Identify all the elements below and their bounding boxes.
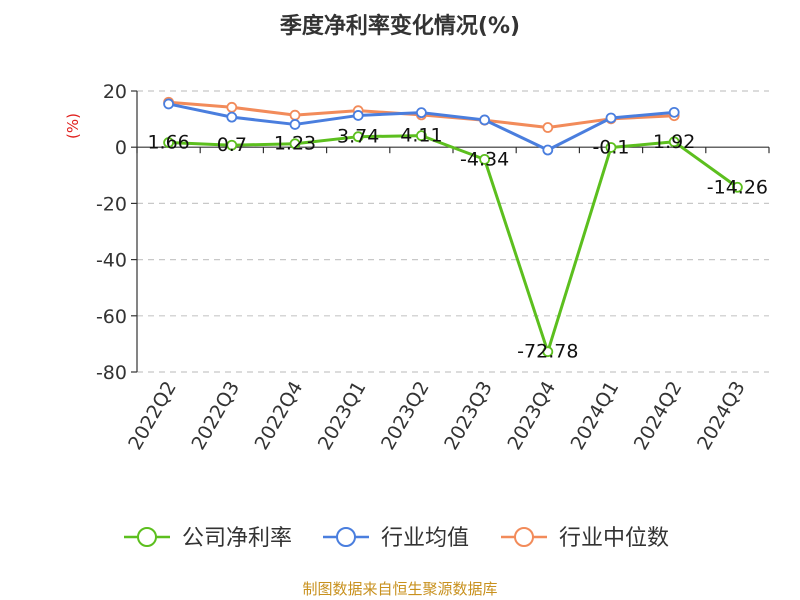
series-point — [479, 114, 491, 126]
series-point — [668, 106, 680, 118]
series-point — [352, 110, 364, 121]
y-tick-label: -40 — [96, 250, 127, 272]
data-label: 1.23 — [274, 133, 316, 155]
series-point — [605, 112, 617, 124]
y-tick-label: -60 — [96, 306, 127, 328]
y-tick-label: -80 — [96, 362, 127, 384]
x-tick-label: 2023Q2 — [377, 378, 434, 454]
data-label: -72.78 — [517, 341, 578, 363]
x-tick-label: 2024Q3 — [693, 378, 750, 454]
data-label: 4.11 — [400, 125, 442, 147]
series-point — [289, 138, 301, 150]
data-label: -4.34 — [460, 148, 509, 170]
x-tick-label: 2023Q1 — [314, 378, 371, 454]
x-tick-label: 2024Q2 — [630, 378, 687, 454]
series-point — [732, 181, 743, 193]
y-tick-label: 20 — [103, 81, 127, 103]
legend: 公司净利率 行业均值 行业中位数 — [124, 526, 669, 551]
series-point — [289, 109, 301, 121]
legend-label: 公司净利率 — [182, 526, 292, 551]
data-label: 1.92 — [653, 131, 695, 153]
source-note: 制图数据来自恒生聚源数据库 — [302, 580, 497, 598]
x-tick-label: 2022Q4 — [251, 378, 308, 454]
series-point — [226, 111, 238, 123]
legend-marker — [137, 527, 157, 547]
legend-label: 行业中位数 — [559, 526, 669, 551]
x-tick-label: 2022Q2 — [124, 378, 181, 454]
y-axis-unit-label: (%) — [64, 113, 82, 139]
series-point — [668, 136, 680, 148]
y-tick-label: -20 — [96, 193, 127, 215]
x-tick-label: 2022Q3 — [187, 378, 244, 454]
data-label: 1.66 — [147, 132, 189, 154]
series-point — [415, 130, 427, 142]
series-point — [415, 107, 427, 119]
y-tick-label: 0 — [115, 137, 127, 159]
series-point — [542, 346, 554, 358]
data-label: 3.74 — [337, 126, 379, 148]
series-point — [163, 98, 175, 110]
data-label: -0.1 — [592, 136, 629, 158]
legend-marker — [336, 527, 356, 547]
series-point — [542, 122, 554, 133]
series-point — [226, 101, 238, 113]
series-point — [163, 137, 175, 148]
series-point — [226, 139, 238, 151]
data-labels: 1.66 0.7 1.23 3.74 4.11 -4.34 -72.78 -0.1 1.92 -1… — [147, 125, 768, 363]
series-lines — [163, 96, 743, 358]
series-point — [542, 144, 554, 156]
x-tick-label: 2024Q1 — [567, 378, 624, 454]
series-point — [289, 119, 301, 130]
series-line — [168, 134, 739, 354]
data-label: 0.7 — [217, 134, 247, 156]
series-point — [479, 153, 491, 165]
x-tick-label: 2023Q4 — [503, 378, 560, 454]
legend-marker — [514, 527, 534, 547]
series-point — [352, 131, 364, 143]
x-tick-label: 2023Q3 — [440, 377, 497, 453]
legend-label: 行业均值 — [381, 526, 469, 551]
chart-title: 季度净利率变化情况(%) — [280, 13, 520, 39]
data-label: -14.26 — [707, 176, 768, 198]
series-point — [605, 142, 617, 153]
